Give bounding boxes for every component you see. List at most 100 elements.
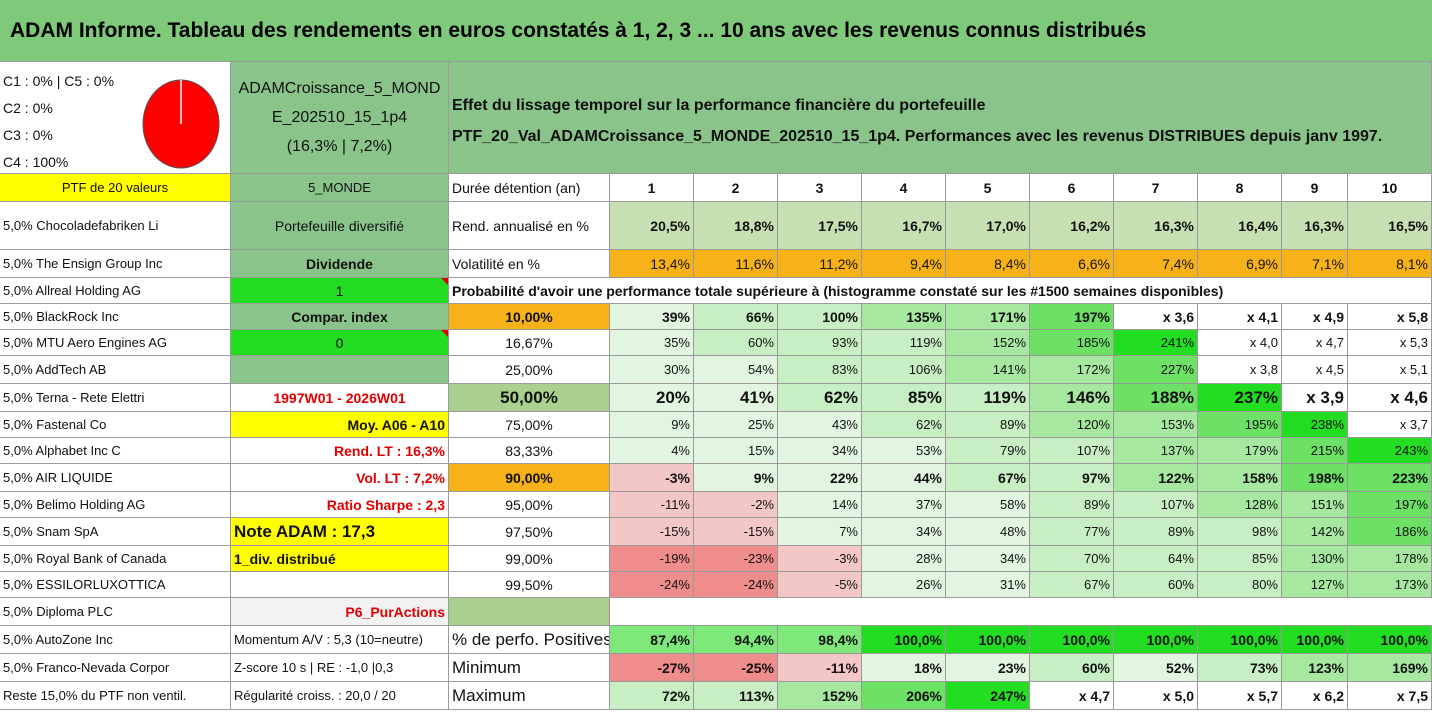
prob-value: -3% [610,464,694,492]
prob-value: 44% [862,464,946,492]
prob-value: 215% [1282,438,1348,464]
summary-value: 87,4% [610,626,694,654]
blank-cell [610,598,1432,626]
prob-value: 31% [946,572,1030,598]
vol-value: 6,6% [1030,250,1114,278]
year-header: 7 [1114,174,1198,202]
vol-value: 7,4% [1114,250,1198,278]
summary-value: 100,0% [1348,626,1432,654]
holding-row: 5,0% AutoZone Inc [0,626,231,654]
summary-value: 72% [610,682,694,710]
rend-value: 16,3% [1114,202,1198,250]
prob-value: 119% [946,384,1030,412]
prob-value: 241% [1114,330,1198,356]
holding-row: 5,0% AddTech AB [0,356,231,384]
summary-value: 152% [778,682,862,710]
prob-value: 67% [1030,572,1114,598]
prob-value: 53% [862,438,946,464]
prob-value: x 4,1 [1198,304,1282,330]
vol-value: 7,1% [1282,250,1348,278]
prob-value: -15% [610,518,694,546]
prob-value: 77% [1030,518,1114,546]
rend-value: 16,5% [1348,202,1432,250]
info-cell: Rend. LT : 16,3% [231,438,449,464]
info-cell: Z-score 10 s | RE : -1,0 |0,3 [231,654,449,682]
info-cell: Portefeuille diversifié [231,202,449,250]
info-cell: P6_PurActions [231,598,449,626]
class-breakdown: C1 : 0% | C5 : 0% C2 : 0% C3 : 0% C4 : 100% [0,62,114,173]
info-cell: 1997W01 - 2026W01 [231,384,449,412]
prob-threshold: 16,67% [449,330,610,356]
prob-value: 22% [778,464,862,492]
prob-value: 15% [694,438,778,464]
prob-value: 238% [1282,412,1348,438]
prob-value: 64% [1114,546,1198,572]
prob-value: 7% [778,518,862,546]
vol-value: 8,4% [946,250,1030,278]
prob-value: 137% [1114,438,1198,464]
summary-value: x 5,0 [1114,682,1198,710]
prob-threshold: 99,50% [449,572,610,598]
prob-value: 66% [694,304,778,330]
prob-value: 98% [1198,518,1282,546]
holding-row: 5,0% Fastenal Co [0,412,231,438]
summary-value: -11% [778,654,862,682]
prob-value: 171% [946,304,1030,330]
prob-value: 97% [1030,464,1114,492]
holding-row: 5,0% The Ensign Group Inc [0,250,231,278]
rend-value: 18,8% [694,202,778,250]
prob-value: -15% [694,518,778,546]
prob-value: 60% [694,330,778,356]
summary-value: 73% [1198,654,1282,682]
class-line: C4 : 100% [3,154,69,170]
rend-value: 17,5% [778,202,862,250]
holding-row: 5,0% ESSILORLUXOTTICA [0,572,231,598]
prob-value: 188% [1114,384,1198,412]
info-cell: Note ADAM : 17,3 [231,518,449,546]
comment-indicator-icon [441,330,448,337]
prob-value: 107% [1030,438,1114,464]
summary-label: % de perfo. Positives [449,626,610,654]
report-title: ADAM Informe. Tableau des rendements en … [0,0,1432,62]
prob-value: 26% [862,572,946,598]
holding-row: 5,0% BlackRock Inc [0,304,231,330]
summary-value: 100,0% [862,626,946,654]
rend-value: 16,7% [862,202,946,250]
summary-value: 169% [1348,654,1432,682]
prob-value: 197% [1030,304,1114,330]
info-cell: Régularité croiss. : 20,0 / 20 [231,682,449,710]
year-header: 5 [946,174,1030,202]
year-header: 10 [1348,174,1432,202]
prob-value: x 4,9 [1282,304,1348,330]
prob-value: 67% [946,464,1030,492]
summary-value: 100,0% [1030,626,1114,654]
prob-value: 14% [778,492,862,518]
prob-value: 153% [1114,412,1198,438]
prob-value: 39% [610,304,694,330]
prob-value: 141% [946,356,1030,384]
prob-value: x 5,8 [1348,304,1432,330]
prob-value: x 5,1 [1348,356,1432,384]
vol-value: 6,9% [1198,250,1282,278]
prob-value: -24% [694,572,778,598]
prob-value: 128% [1198,492,1282,518]
prob-value: 237% [1198,384,1282,412]
prob-value: x 4,5 [1282,356,1348,384]
rend-value: 16,2% [1030,202,1114,250]
holding-row: 5,0% Snam SpA [0,518,231,546]
prob-value: 107% [1114,492,1198,518]
summary-value: 100,0% [946,626,1030,654]
prob-threshold: 83,33% [449,438,610,464]
prob-value: 34% [862,518,946,546]
prob-value: 186% [1348,518,1432,546]
prob-value: -2% [694,492,778,518]
summary-value: 18% [862,654,946,682]
rend-value: 16,4% [1198,202,1282,250]
ptf-label: PTF de 20 valeurs [0,174,231,202]
prob-value: 172% [1030,356,1114,384]
prob-value: 58% [946,492,1030,518]
summary-value: x 5,7 [1198,682,1282,710]
prob-value: 173% [1348,572,1432,598]
prob-value: 130% [1282,546,1348,572]
prob-value: x 3,9 [1282,384,1348,412]
